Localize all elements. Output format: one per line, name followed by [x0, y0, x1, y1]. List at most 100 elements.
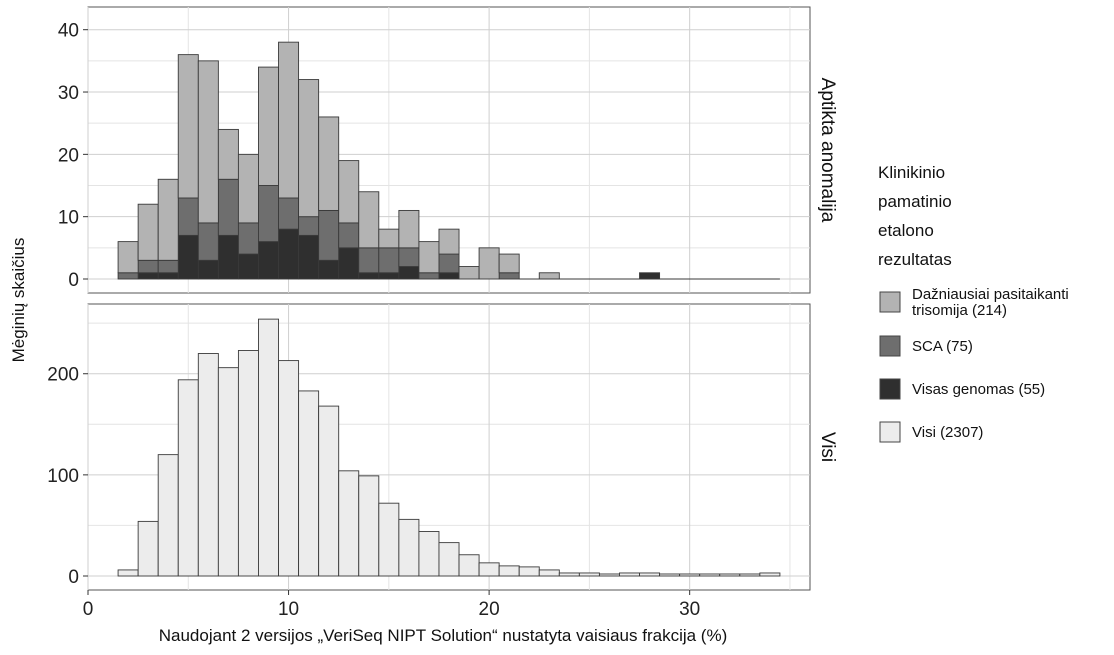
x-tick-label: 30 [679, 599, 700, 620]
histogram-bar [598, 573, 620, 577]
histogram-bar [318, 116, 340, 211]
legend-swatch [879, 335, 901, 357]
histogram-bar [237, 153, 259, 224]
histogram-bar [217, 367, 239, 577]
histogram-bar [438, 253, 460, 274]
histogram-bar [117, 241, 139, 274]
histogram-bar [318, 259, 340, 280]
histogram-bar [538, 272, 560, 280]
histogram-bar [117, 569, 139, 577]
histogram-bar [699, 573, 721, 577]
histogram-bar [217, 178, 239, 236]
histogram-bar [659, 573, 681, 577]
histogram-bar [217, 128, 239, 180]
histogram-bar [237, 350, 259, 577]
histogram-bar [418, 241, 440, 274]
histogram-bar [358, 191, 380, 249]
histogram-bar [338, 247, 360, 280]
histogram-bar [117, 272, 139, 280]
histogram-bar [639, 572, 661, 577]
histogram-bar [378, 247, 400, 274]
histogram-bar [258, 185, 279, 243]
histogram-bar [619, 572, 640, 577]
facet-strip-label: Aptikta anomalija [817, 78, 838, 223]
y-tick-label: 0 [68, 270, 79, 291]
y-tick-label: 10 [58, 208, 79, 229]
histogram-bar [157, 454, 179, 577]
x-tick-label: 10 [278, 599, 299, 620]
histogram-bar [438, 542, 460, 577]
histogram-bar [197, 60, 219, 224]
histogram-bar [338, 470, 360, 577]
y-tick-label: 200 [47, 365, 79, 386]
histogram-bar [338, 160, 360, 224]
histogram-bar [298, 390, 320, 577]
histogram-bar [298, 216, 320, 236]
histogram-bar [759, 572, 781, 577]
histogram-bar [197, 259, 219, 280]
histogram-bar [217, 234, 239, 280]
histogram-bar [318, 405, 340, 577]
legend-title-line: Klinikinio [878, 163, 945, 182]
facet-strip-label: Visi [817, 432, 838, 462]
legend-title-line: pamatinio [878, 192, 952, 211]
histogram-bar [518, 566, 540, 577]
histogram-bar [458, 266, 480, 280]
histogram-bar [398, 518, 420, 577]
y-tick-label: 20 [58, 145, 79, 166]
histogram-bar [498, 565, 520, 577]
legend-title-line: etalono [878, 221, 934, 240]
histogram-bar [177, 197, 199, 236]
legend-label: Dažniausiai pasitaikanti [912, 286, 1069, 303]
histogram-bar [418, 531, 440, 577]
histogram-bar [558, 572, 580, 577]
x-axis-title: Naudojant 2 versijos „VeriSeq NIPT Solut… [159, 626, 728, 645]
histogram-bar [398, 247, 420, 267]
histogram-bar [358, 272, 380, 280]
histogram-bar [197, 353, 219, 577]
histogram-bar [278, 41, 300, 199]
x-axis: 0 10 20 30 [83, 590, 700, 620]
histogram-bar [478, 562, 500, 577]
histogram-bar [538, 569, 560, 577]
histogram-bar [177, 234, 199, 280]
legend-label: Visas genomas (55) [912, 381, 1045, 398]
histogram-bar [739, 573, 761, 577]
histogram-bar [157, 178, 179, 261]
histogram-bar [358, 247, 380, 274]
histogram-bar [398, 266, 420, 280]
histogram-bar [298, 234, 320, 280]
panel-2: 0 100 200 Visi [47, 303, 838, 591]
histogram-bar [157, 272, 179, 280]
legend-title-line: rezultatas [878, 250, 952, 269]
histogram-bar [237, 253, 259, 280]
y-tick-label: 0 [68, 567, 79, 588]
histogram-bar [358, 475, 380, 577]
histogram-bar [237, 222, 259, 255]
histogram-bar [438, 228, 460, 255]
legend-label: Visi (2307) [912, 424, 983, 441]
histogram-bar [498, 253, 520, 274]
histogram-bar [378, 228, 400, 249]
histogram-bar [578, 572, 600, 577]
panel-1: 0 10 20 30 40 Aptikta anomalija [58, 6, 838, 294]
histogram-bar [719, 573, 741, 577]
histogram-bar [338, 222, 360, 249]
histogram-bar [177, 54, 199, 199]
x-tick-label: 20 [479, 599, 500, 620]
histogram-bar [177, 379, 199, 577]
histogram-bar [258, 66, 279, 186]
histogram-bar [639, 272, 661, 280]
histogram-bar [137, 520, 159, 577]
y-tick-label: 30 [58, 83, 79, 104]
histogram-bar [418, 272, 440, 280]
histogram-bar [197, 222, 219, 261]
legend-label: trisomija (214) [912, 302, 1007, 319]
histogram-bar [137, 272, 159, 280]
histogram-bar [679, 573, 701, 577]
histogram-bar [478, 247, 500, 280]
histogram-bar [298, 79, 320, 218]
legend-swatch [879, 378, 901, 400]
